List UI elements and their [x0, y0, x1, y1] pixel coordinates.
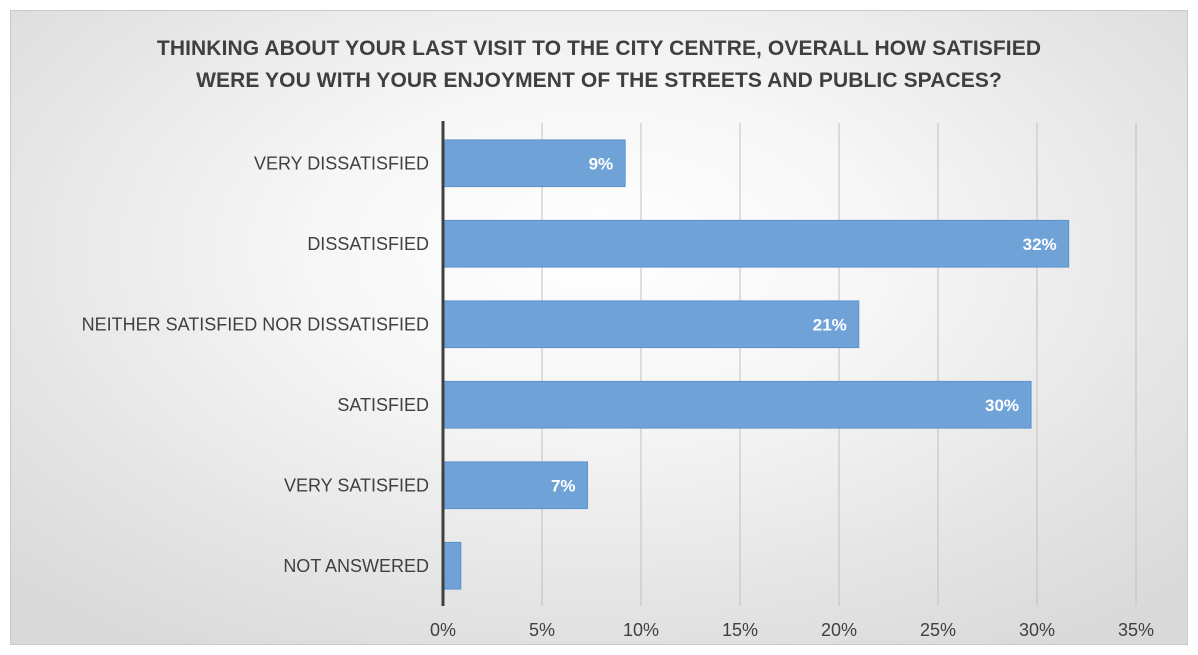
category-label: SATISFIED: [337, 395, 429, 415]
x-tick-label: 30%: [1019, 620, 1055, 640]
chart-frame: THINKING ABOUT YOUR LAST VISIT TO THE CI…: [10, 10, 1188, 645]
x-tick-label: 20%: [821, 620, 857, 640]
x-tick-label: 25%: [920, 620, 956, 640]
bar: [442, 541, 462, 590]
x-tick-label: 0%: [430, 620, 456, 640]
data-label: 21%: [813, 315, 847, 334]
bar-chart-plot: 0% 5% 10% 15% 20% 25% 30% 35% VERY DISSATISFIED 9…: [82, 121, 1154, 640]
chart-title-line-2: WERE YOU WITH YOUR ENJOYMENT OF THE STRE…: [196, 69, 1002, 92]
x-tick-label: 35%: [1118, 620, 1154, 640]
bar: [442, 461, 589, 510]
bar: [442, 380, 1032, 429]
x-tick-label: 10%: [623, 620, 659, 640]
data-label: 30%: [985, 396, 1019, 415]
category-label: NEITHER SATISFIED NOR DISSATISFIED: [82, 314, 429, 334]
data-label: 32%: [1023, 235, 1057, 254]
bar: [442, 219, 1070, 268]
bar: [442, 300, 860, 349]
x-tick-label: 5%: [529, 620, 555, 640]
category-label: NOT ANSWERED: [283, 556, 429, 576]
category-label: DISSATISFIED: [307, 234, 429, 254]
x-tick-label: 15%: [722, 620, 758, 640]
category-label: VERY SATISFIED: [284, 475, 429, 495]
chart-title: THINKING ABOUT YOUR LAST VISIT TO THE CI…: [11, 33, 1187, 97]
category-label: VERY DISSATISFIED: [254, 153, 429, 173]
data-label: 7%: [551, 476, 576, 495]
chart-title-line-1: THINKING ABOUT YOUR LAST VISIT TO THE CI…: [156, 37, 1042, 60]
data-label: 9%: [589, 154, 614, 173]
